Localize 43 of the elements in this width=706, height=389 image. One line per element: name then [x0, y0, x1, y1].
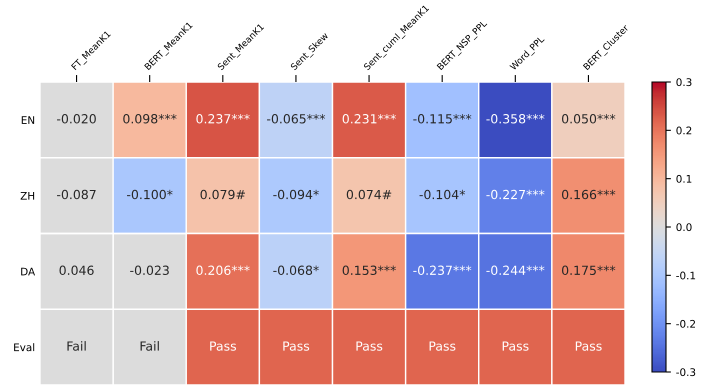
data-label: -0.358*** — [486, 114, 544, 124]
data-label: Pass — [356, 341, 382, 351]
data-label: 0.237*** — [196, 114, 250, 124]
text: -0.087 — [57, 190, 96, 200]
data-label: -0.237*** — [413, 266, 472, 275]
data-label: -0.100* — [127, 190, 173, 200]
color-bar-label: 0.0 — [676, 223, 692, 232]
data-label: -0.065*** — [267, 114, 326, 124]
data-label: -0.244*** — [486, 266, 544, 275]
text: -0.020 — [57, 114, 96, 124]
data-label: -0.104* — [420, 190, 466, 200]
data-label: -0.094* — [273, 190, 319, 200]
data-label: 0.206*** — [196, 266, 250, 275]
color-bar-label: 0.3 — [676, 78, 692, 86]
y-tick-label: EN — [22, 116, 34, 124]
data-label: Pass — [502, 341, 529, 351]
text: -0.023 — [130, 266, 169, 275]
data-label: Pass — [283, 341, 310, 351]
color-bar-label: -0.2 — [676, 320, 696, 328]
data-label: 0.050*** — [562, 114, 616, 124]
data-label: 0.079# — [200, 190, 245, 200]
data-label: -0.068* — [273, 266, 319, 275]
color-bar-label: -0.3 — [676, 368, 696, 376]
y-tick-label: ZH — [20, 192, 34, 200]
data-label: 0.231*** — [342, 114, 396, 124]
y-tick-label: DA — [21, 268, 36, 276]
data-label: 0.166*** — [562, 190, 616, 200]
y-tick-label: Eval — [14, 343, 34, 352]
data-label: 0.074# — [346, 190, 392, 200]
data-label: 0.098*** — [123, 114, 177, 124]
data-label: -0.115*** — [413, 114, 472, 124]
data-label: Pass — [576, 341, 602, 351]
text: Fail — [67, 341, 86, 351]
text: Fail — [140, 341, 159, 351]
data-label: Pass — [210, 341, 236, 351]
color-bar-label: -0.1 — [676, 272, 696, 280]
data-label: 0.153*** — [342, 266, 396, 275]
data-label: -0.227*** — [486, 190, 544, 200]
text: 0.046 — [59, 266, 94, 275]
data-label: Pass — [430, 341, 456, 351]
color-bar-label: 0.1 — [676, 174, 692, 183]
color-bar-label: 0.2 — [676, 126, 692, 134]
data-label: 0.175*** — [562, 266, 616, 275]
